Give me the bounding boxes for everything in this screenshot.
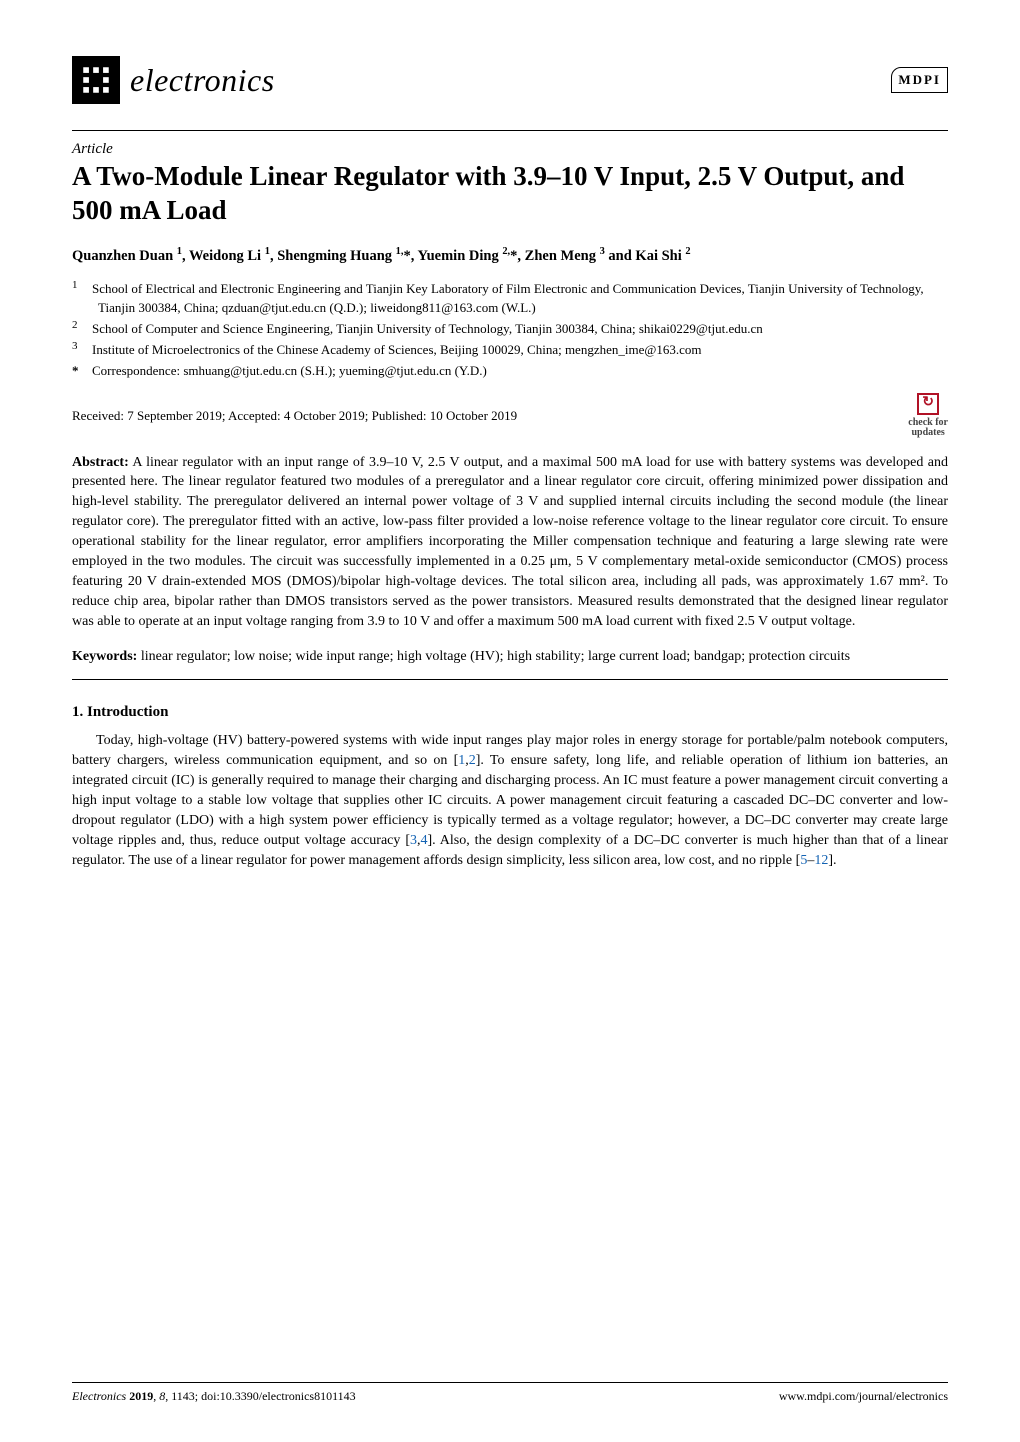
affiliation-item: 2School of Computer and Science Engineer… [98, 320, 948, 339]
journal-glyph-icon [72, 56, 120, 104]
check-for-updates-badge[interactable]: ↻ check for updates [908, 393, 948, 439]
affiliation-item: 1School of Electrical and Electronic Eng… [98, 280, 948, 318]
footer-journal-url: www.mdpi.com/journal/electronics [779, 1389, 948, 1404]
affiliation-item: 3Institute of Microelectronics of the Ch… [98, 341, 948, 360]
correspondence-marker: * [72, 362, 92, 381]
affiliation-list: 1School of Electrical and Electronic Eng… [98, 280, 948, 380]
affiliation-text: School of Computer and Science Engineeri… [92, 321, 763, 336]
rule-after-keywords [72, 679, 948, 680]
dates-row: Received: 7 September 2019; Accepted: 4 … [72, 393, 948, 439]
article-type: Article [72, 141, 948, 158]
rule-top [72, 130, 948, 131]
affiliation-text: Institute of Microelectronics of the Chi… [92, 342, 701, 357]
journal-name: electronics [130, 62, 275, 99]
keywords-text: linear regulator; low noise; wide input … [141, 649, 850, 664]
affiliation-marker: 2 [72, 318, 92, 334]
footer: Electronics 2019, 8, 1143; doi:10.3390/e… [72, 1382, 948, 1404]
article-title: A Two-Module Linear Regulator with 3.9–1… [72, 160, 948, 228]
footer-citation: Electronics 2019, 8, 1143; doi:10.3390/e… [72, 1389, 356, 1404]
affiliation-text: School of Electrical and Electronic Engi… [92, 281, 924, 315]
affiliation-marker: 3 [72, 339, 92, 355]
keywords-block: Keywords: linear regulator; low noise; w… [72, 647, 948, 667]
publisher-logo: MDPI [891, 67, 948, 93]
header-row: electronics MDPI [72, 56, 948, 104]
correspondence-text: Correspondence: smhuang@tjut.edu.cn (S.H… [92, 363, 487, 378]
publication-dates: Received: 7 September 2019; Accepted: 4 … [72, 408, 517, 424]
check-updates-icon: ↻ [917, 393, 939, 415]
abstract-text: A linear regulator with an input range o… [72, 455, 948, 629]
section-heading-intro: 1. Introduction [72, 704, 948, 721]
keywords-label: Keywords: [72, 649, 137, 664]
abstract-label: Abstract: [72, 455, 129, 470]
author-list: Quanzhen Duan 1, Weidong Li 1, Shengming… [72, 244, 948, 267]
intro-paragraph-1: Today, high-voltage (HV) battery-powered… [72, 731, 948, 870]
abstract-block: Abstract: A linear regulator with an inp… [72, 453, 948, 632]
correspondence-item: *Correspondence: smhuang@tjut.edu.cn (S.… [98, 362, 948, 381]
check-updates-line2: updates [911, 428, 944, 439]
journal-logo: electronics [72, 56, 275, 104]
affiliation-marker: 1 [72, 278, 92, 294]
